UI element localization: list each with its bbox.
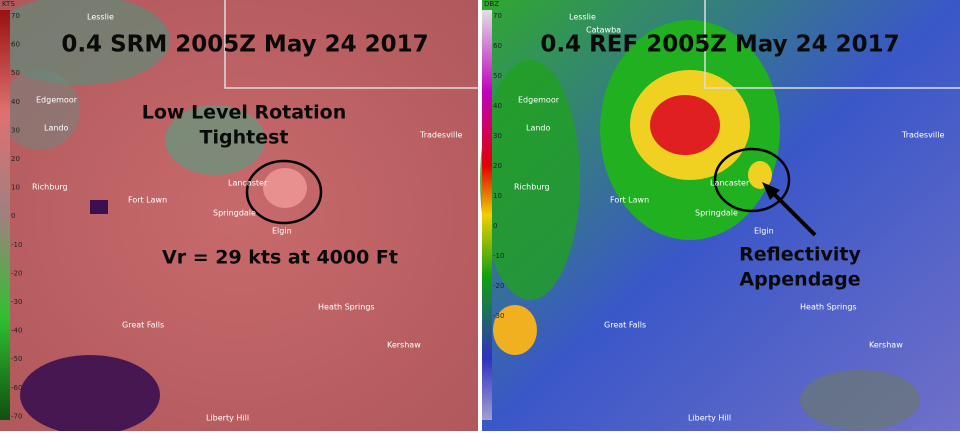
annotation: Reflectivity bbox=[739, 244, 861, 266]
town-label: Great Falls bbox=[122, 321, 164, 330]
town-label: Fort Lawn bbox=[610, 196, 649, 205]
town-label: Edgemoor bbox=[518, 96, 560, 105]
scale-tick-label: 70 bbox=[11, 12, 20, 20]
annotation: Vr = 29 kts at 4000 Ft bbox=[162, 247, 398, 269]
town-label: Heath Springs bbox=[318, 303, 375, 312]
scale-tick-label: 50 bbox=[493, 72, 502, 80]
town-label: Springdale bbox=[695, 209, 738, 218]
town-label: Great Falls bbox=[604, 321, 646, 330]
scale-tick-label: 30 bbox=[493, 132, 502, 140]
towns: Lesslie Catawba Edgemoor Lando Tradesville Ri… bbox=[514, 13, 944, 423]
town-label: Lancaster bbox=[710, 179, 750, 188]
scale-tick-label: 40 bbox=[11, 98, 20, 106]
echo bbox=[165, 105, 265, 175]
echo bbox=[0, 0, 170, 85]
annotation: Low Level Rotation bbox=[142, 102, 346, 124]
echo bbox=[748, 161, 772, 189]
terrain bbox=[800, 370, 920, 430]
town-label: Tradesville bbox=[901, 131, 944, 140]
town-label: Richburg bbox=[32, 183, 68, 192]
scale-tick-label: 30 bbox=[11, 126, 20, 134]
scale-tick-label: -50 bbox=[11, 355, 22, 363]
echo bbox=[0, 70, 80, 150]
circle bbox=[245, 159, 323, 225]
arrow bbox=[768, 188, 817, 237]
scale-ticks: 70 60 50 40 30 20 10 0 -10 -20 -30 -40 -50 -60 -70 bbox=[11, 12, 22, 420]
town-label: Kershaw bbox=[387, 341, 421, 350]
color-scale bbox=[0, 10, 10, 420]
town-label: Richburg bbox=[514, 183, 550, 192]
scale-unit: KTS bbox=[2, 0, 15, 8]
town-label: Lando bbox=[526, 124, 551, 133]
county-line bbox=[224, 0, 478, 89]
scale-tick-label: -10 bbox=[493, 252, 504, 260]
echo bbox=[650, 95, 720, 155]
echo bbox=[90, 200, 108, 214]
scale-tick-label: 60 bbox=[11, 41, 20, 49]
divider bbox=[478, 0, 482, 431]
town-label: Lesslie bbox=[87, 13, 114, 22]
scale-tick-label: -20 bbox=[493, 282, 504, 290]
circle bbox=[713, 147, 791, 213]
scale-tick-label: 0 bbox=[493, 222, 497, 230]
scale-tick-label: 40 bbox=[493, 102, 502, 110]
scale-tick-label: 20 bbox=[493, 162, 502, 170]
echo bbox=[20, 355, 160, 435]
echo bbox=[480, 60, 580, 300]
scale-tick-label: 0 bbox=[11, 212, 15, 220]
town-label: Liberty Hill bbox=[206, 414, 249, 423]
scale-tick-label: -40 bbox=[11, 327, 22, 335]
town-label: Lesslie bbox=[569, 13, 596, 22]
town-label: Elgin bbox=[272, 227, 292, 236]
town-label: Springdale bbox=[213, 209, 256, 218]
town-label: Tradesville bbox=[419, 131, 462, 140]
town-label: Lancaster bbox=[228, 179, 268, 188]
right-panel: DBZ 0.4 REF 2005Z May 24 2017 Reflectivi… bbox=[480, 0, 960, 431]
echo bbox=[493, 305, 537, 355]
town-label: Heath Springs bbox=[800, 303, 857, 312]
echo bbox=[263, 168, 307, 208]
color-scale bbox=[482, 10, 492, 420]
scale-tick-label: -10 bbox=[11, 241, 22, 249]
annotation: Tightest bbox=[200, 127, 289, 149]
scale-tick-label: 20 bbox=[11, 155, 20, 163]
town-label: Fort Lawn bbox=[128, 196, 167, 205]
scale-tick-label: 10 bbox=[493, 192, 502, 200]
panel-title: 0.4 SRM 2005Z May 24 2017 bbox=[61, 32, 428, 58]
scale-tick-label: 70 bbox=[493, 12, 502, 20]
scale-tick-label: -30 bbox=[11, 298, 22, 306]
left-panel: KTS 0.4 SRM 2005Z May 24 2017 Low Level … bbox=[0, 0, 478, 435]
scale-tick-label: 60 bbox=[493, 42, 502, 50]
scale-unit: DBZ bbox=[484, 0, 499, 8]
scale-tick-label: 50 bbox=[11, 69, 20, 77]
scale-tick-label: -70 bbox=[11, 412, 22, 420]
panel-title: 0.4 REF 2005Z May 24 2017 bbox=[540, 32, 899, 58]
town-label: Kershaw bbox=[869, 341, 903, 350]
town-label: Lando bbox=[44, 124, 69, 133]
town-label: Catawba bbox=[586, 26, 621, 35]
county-line bbox=[704, 0, 960, 89]
arrow-head bbox=[762, 182, 780, 200]
town-label: Liberty Hill bbox=[688, 414, 731, 423]
town-label: Elgin bbox=[754, 227, 774, 236]
scale-tick-label: -20 bbox=[11, 269, 22, 277]
scale-tick-label: -60 bbox=[11, 384, 22, 392]
scale-tick-label: 10 bbox=[11, 184, 20, 192]
scale-ticks: 70 60 50 40 30 20 10 0 -10 -20 -30 bbox=[493, 12, 504, 320]
towns: Lesslie Edgemoor Lando Tradesville Richburg F… bbox=[32, 13, 462, 423]
scale-tick-label: -30 bbox=[493, 312, 504, 320]
town-label: Edgemoor bbox=[36, 96, 78, 105]
annotation: Appendage bbox=[739, 269, 860, 291]
